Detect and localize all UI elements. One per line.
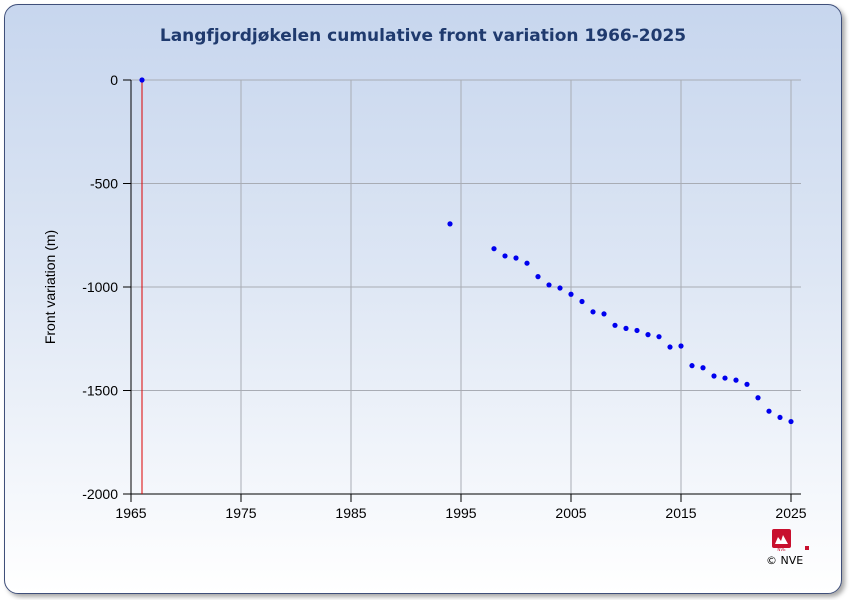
data-point <box>689 363 695 369</box>
x-tick-label: 2015 <box>665 505 696 521</box>
chart-frame <box>4 4 842 594</box>
y-axis-label: Front variation (m) <box>42 230 58 344</box>
nve-logo: NVE <box>772 529 809 552</box>
data-point <box>678 343 684 349</box>
data-point <box>755 395 761 401</box>
data-point <box>524 260 530 266</box>
x-tick-label: 1995 <box>445 505 476 521</box>
data-point <box>711 373 717 379</box>
data-point <box>733 377 739 383</box>
x-tick-label: 1975 <box>225 505 256 521</box>
data-point <box>722 375 728 381</box>
grid-lines <box>131 79 801 495</box>
data-point <box>513 255 519 261</box>
data-point <box>667 344 673 350</box>
data-point <box>139 77 145 83</box>
chart-title: Langfjordjøkelen cumulative front variat… <box>159 26 687 46</box>
data-point <box>777 414 783 421</box>
data-point <box>623 325 629 331</box>
x-tick-label: 2025 <box>775 505 806 521</box>
data-point <box>568 291 574 297</box>
y-tick-label: 0 <box>110 72 118 88</box>
data-points <box>139 77 794 425</box>
data-point <box>766 408 772 414</box>
data-point <box>502 253 508 259</box>
data-point <box>744 381 750 387</box>
data-point <box>656 334 662 340</box>
y-tick-label: -2000 <box>82 486 118 502</box>
y-tick-label: -1500 <box>82 383 118 399</box>
data-point <box>634 327 640 334</box>
data-point <box>535 274 541 280</box>
data-point <box>557 285 563 291</box>
y-tick-label: -1000 <box>82 279 118 295</box>
data-point <box>491 246 497 252</box>
x-tick-label: 1985 <box>335 505 366 521</box>
copyright-text: © NVE <box>766 554 804 567</box>
y-tick-label: -500 <box>90 176 118 192</box>
x-tick-label: 1965 <box>115 505 146 521</box>
axes <box>123 79 801 502</box>
logo-lettering: NVE <box>777 547 786 552</box>
data-point <box>546 282 552 288</box>
data-point <box>590 309 596 315</box>
data-point <box>601 311 607 317</box>
x-tick-label: 2005 <box>555 505 586 521</box>
data-point <box>612 322 618 328</box>
data-point <box>788 418 794 425</box>
data-point <box>579 298 585 305</box>
data-point <box>645 332 651 338</box>
data-point <box>447 221 453 227</box>
tick-labels: 0 -500 -1000 -1500 -2000 1965 1975 1985 1995 2005… <box>82 72 807 521</box>
data-point <box>700 365 706 371</box>
